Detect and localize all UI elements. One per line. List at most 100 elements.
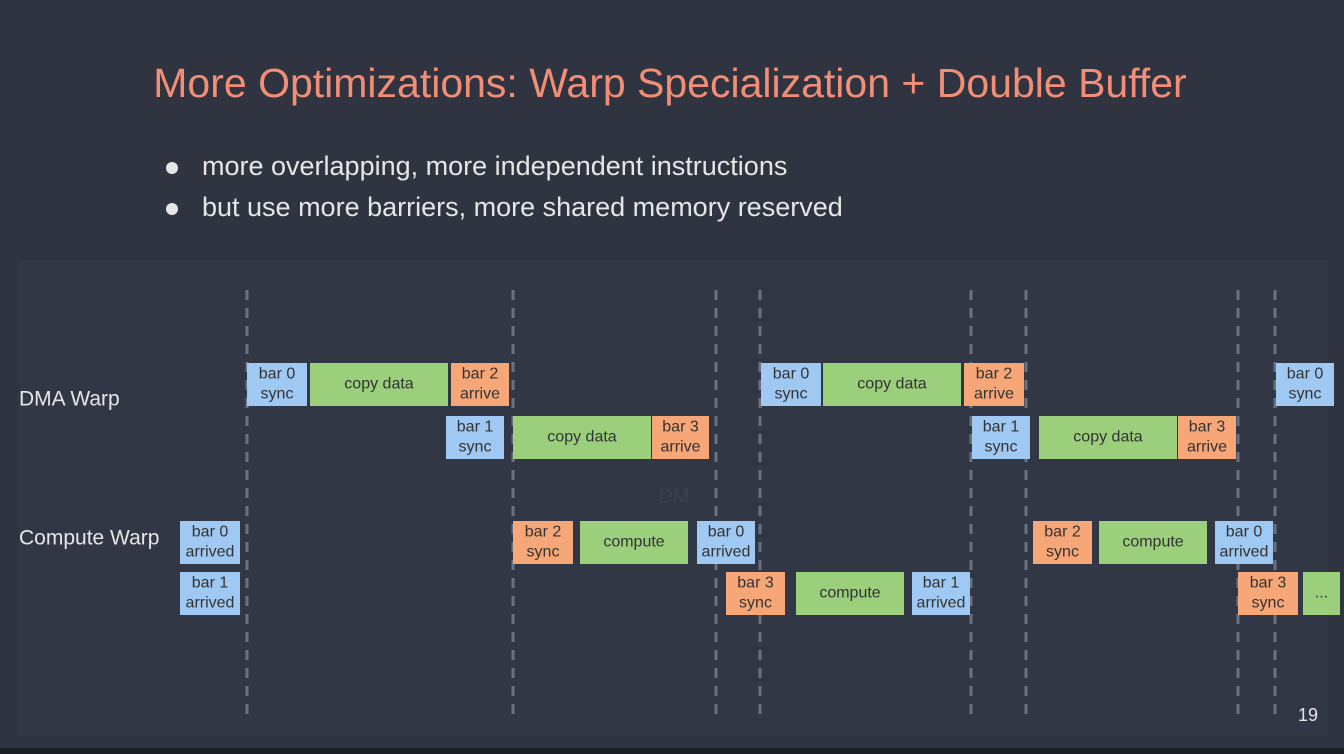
box-label: arrive [1187,439,1227,456]
box-label: arrived [917,595,966,612]
page-number: 19 [1298,705,1318,725]
box-label: arrived [186,544,235,561]
box-rect [1033,521,1092,564]
box: bar 0 sync [1276,363,1334,406]
box: bar 0 arrived [697,521,755,564]
box-label: bar 1 [923,575,960,592]
box-label: bar 0 [708,524,745,541]
box-label: compute [819,585,880,602]
box: compute [580,521,688,564]
box-rect [180,521,240,564]
box-label: sync [1289,386,1322,403]
box-label: sync [261,386,294,403]
box: ... [1303,572,1340,615]
box: bar 0 sync [761,363,821,406]
title: More Optimizations: Warp Specialization … [153,60,1186,106]
box-rect [823,363,961,406]
box-label: compute [1122,534,1183,551]
box-label: bar 0 [259,366,296,383]
box: bar 3 sync [1238,572,1298,615]
box-label: sync [1252,595,1285,612]
box: copy data [1039,416,1177,459]
boxes: bar 0 sync copy data bar 2 arrive bar 0 sync co… [180,363,1340,615]
box-label: bar 1 [457,419,494,436]
box-label: bar 3 [1250,575,1287,592]
box-label: sync [739,595,772,612]
box-label: sync [527,544,560,561]
box-rect [1215,521,1273,564]
box-label: sync [459,439,492,456]
box-label: ... [1315,585,1328,602]
box-rect [513,416,651,459]
box-rect [1099,521,1207,564]
box: bar 0 sync [247,363,307,406]
box: compute [1099,521,1207,564]
box: bar 3 sync [726,572,785,615]
bottom-edge [0,748,1344,754]
box: bar 0 arrived [1215,521,1273,564]
box-label: arrived [186,595,235,612]
box-rect [580,521,688,564]
box-label: bar 0 [1226,524,1263,541]
box: bar 1 arrived [912,572,970,615]
box: bar 1 sync [446,416,504,459]
box-rect [1178,416,1236,459]
box-label: bar 1 [192,575,229,592]
box-label: bar 2 [1044,524,1081,541]
box-label: arrive [974,386,1014,403]
bullet-text: more overlapping, more independent instr… [202,151,787,181]
box-label: arrive [660,439,700,456]
bullet-dot [166,203,178,215]
box-rect [726,572,785,615]
timeline-dividers [245,290,1277,722]
box-label: copy data [344,376,413,393]
box: bar 3 arrive [1178,416,1236,459]
row-label: DMA Warp [19,388,120,411]
box: bar 1 sync [972,416,1030,459]
diagram-panel [18,260,1328,736]
faint-text: DM [658,485,689,507]
box-rect [451,363,509,406]
box: bar 0 arrived [180,521,240,564]
box-rect [513,521,573,564]
box-rect [247,363,307,406]
box-rect [796,572,904,615]
box-label: bar 3 [1189,419,1226,436]
box: bar 2 arrive [964,363,1024,406]
box-rect [652,416,709,459]
box-rect [1238,572,1298,615]
box-label: sync [985,439,1018,456]
box: bar 2 sync [1033,521,1092,564]
box-rect [912,572,970,615]
box-label: copy data [1073,429,1142,446]
box-rect [180,572,240,615]
box: copy data [823,363,961,406]
box-label: bar 1 [983,419,1020,436]
box-rect [310,363,448,406]
box: bar 3 arrive [652,416,709,459]
box-label: bar 0 [192,524,229,541]
bullet-text: but use more barriers, more shared memor… [202,192,843,222]
box-rect [1303,572,1340,615]
box: bar 2 sync [513,521,573,564]
box-rect [761,363,821,406]
box-label: bar 2 [976,366,1013,383]
box-label: sync [1046,544,1079,561]
box-rect [1276,363,1334,406]
box-label: compute [603,534,664,551]
box-label: bar 0 [1287,366,1324,383]
box-label: bar 2 [462,366,499,383]
box-label: sync [775,386,808,403]
box: copy data [513,416,651,459]
box-label: arrived [702,544,751,561]
box-rect [1039,416,1177,459]
box-label: copy data [547,429,616,446]
box-rect [964,363,1024,406]
box-rect [972,416,1030,459]
box-label: bar 3 [662,419,699,436]
box: copy data [310,363,448,406]
row-label: Compute Warp [19,527,159,550]
box-rect [697,521,755,564]
